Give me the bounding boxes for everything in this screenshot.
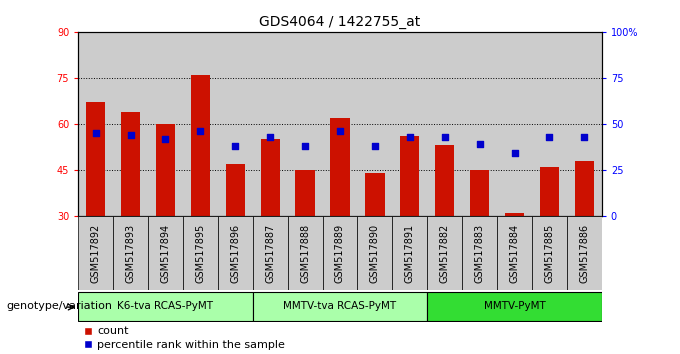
Point [544,134,555,139]
Text: GSM517883: GSM517883 [475,223,485,283]
FancyBboxPatch shape [427,292,602,321]
Text: GSM517884: GSM517884 [509,223,520,283]
Point [265,134,275,139]
Text: GSM517888: GSM517888 [300,223,310,283]
Bar [401,136,420,216]
Point [125,132,136,138]
FancyBboxPatch shape [78,216,113,290]
Bar [148,32,183,216]
FancyBboxPatch shape [497,216,532,290]
Bar [532,32,567,216]
Bar [427,32,462,216]
Bar [330,118,350,216]
FancyBboxPatch shape [148,216,183,290]
FancyBboxPatch shape [392,216,427,290]
FancyBboxPatch shape [322,216,358,290]
Point [439,134,450,139]
Bar [113,32,148,216]
FancyBboxPatch shape [113,216,148,290]
Point [160,136,171,142]
Text: GSM517892: GSM517892 [90,223,101,283]
Bar [191,75,210,216]
Text: MMTV-PyMT: MMTV-PyMT [483,301,545,311]
Bar [462,32,497,216]
Bar [365,173,384,216]
Bar [226,164,245,216]
FancyBboxPatch shape [462,216,497,290]
Point [509,150,520,156]
Bar [567,32,602,216]
Text: GSM517885: GSM517885 [545,223,554,283]
FancyBboxPatch shape [253,216,288,290]
Point [369,143,380,149]
Bar [260,139,279,216]
Bar [575,161,594,216]
Bar [78,32,113,216]
Point [230,143,241,149]
Point [405,134,415,139]
Bar [183,32,218,216]
FancyBboxPatch shape [567,216,602,290]
Bar [392,32,427,216]
Point [195,129,206,134]
Bar [470,170,489,216]
FancyBboxPatch shape [253,292,427,321]
Text: GSM517894: GSM517894 [160,223,171,283]
Bar [156,124,175,216]
Bar [505,213,524,216]
Bar [253,32,288,216]
Text: GSM517895: GSM517895 [195,223,205,283]
Bar [497,32,532,216]
FancyBboxPatch shape [288,216,322,290]
FancyBboxPatch shape [183,216,218,290]
Text: MMTV-tva RCAS-PyMT: MMTV-tva RCAS-PyMT [284,301,396,311]
Bar [540,167,559,216]
Bar [322,32,358,216]
Bar [296,170,315,216]
Bar [218,32,253,216]
Bar [358,32,392,216]
Title: GDS4064 / 1422755_at: GDS4064 / 1422755_at [259,16,421,29]
Point [579,134,590,139]
Text: genotype/variation: genotype/variation [7,301,113,311]
Text: GSM517890: GSM517890 [370,223,380,283]
Text: GSM517887: GSM517887 [265,223,275,283]
Point [474,141,485,147]
Point [300,143,311,149]
FancyBboxPatch shape [532,216,567,290]
Bar [86,102,105,216]
FancyBboxPatch shape [218,216,253,290]
Legend: count, percentile rank within the sample: count, percentile rank within the sample [84,326,285,350]
Text: GSM517882: GSM517882 [440,223,449,283]
Point [90,130,101,136]
Text: K6-tva RCAS-PyMT: K6-tva RCAS-PyMT [118,301,214,311]
FancyBboxPatch shape [358,216,392,290]
Point [335,129,345,134]
Text: GSM517893: GSM517893 [126,223,135,283]
Text: GSM517896: GSM517896 [231,223,240,283]
Bar [288,32,322,216]
Text: GSM517886: GSM517886 [579,223,590,283]
FancyBboxPatch shape [78,292,253,321]
Text: GSM517891: GSM517891 [405,223,415,283]
FancyBboxPatch shape [427,216,462,290]
Bar [121,112,140,216]
Bar [435,145,454,216]
Text: GSM517889: GSM517889 [335,223,345,283]
